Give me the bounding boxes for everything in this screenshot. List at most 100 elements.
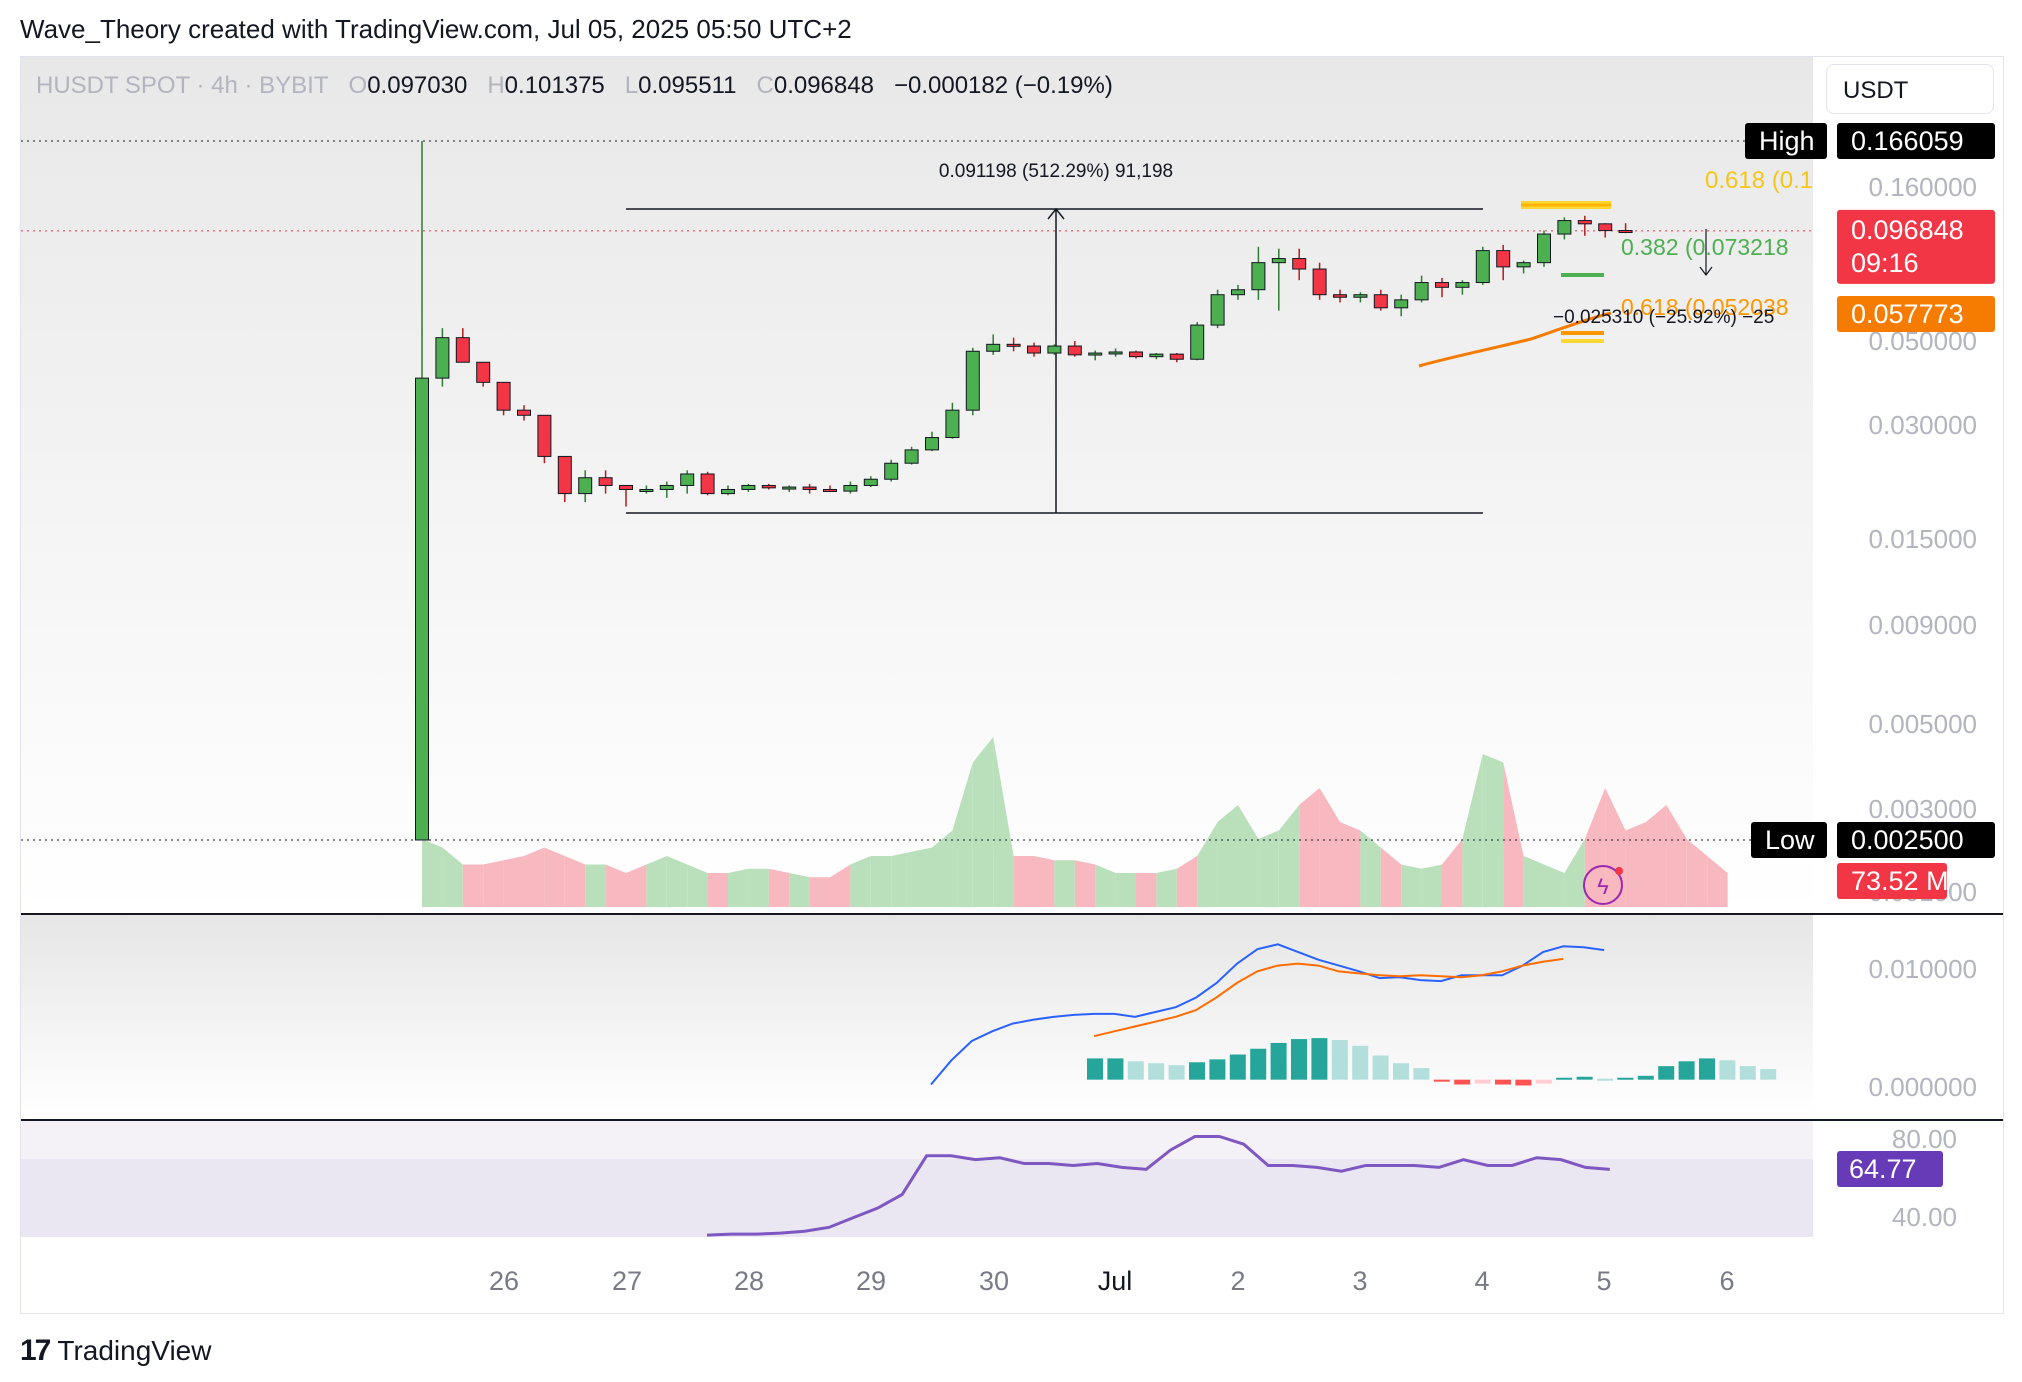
tradingview-logo-icon: 17 [20,1334,51,1367]
last-price-tag-bg [1837,209,1995,284]
volume-area-segment [707,873,728,907]
candle-body [1353,294,1368,298]
candle-body [415,377,429,841]
short-arrow-head [1699,266,1713,276]
ema-tag: 0.057773 [1851,299,1964,329]
macd-histogram-bar [1107,1058,1124,1080]
volume-area-segment [993,737,1014,907]
volume-area-segment [1156,868,1177,907]
candle-body [823,488,837,492]
measure-label: 0.091198 (512.29%) 91,198 [939,161,1173,182]
candle-body [435,337,450,379]
candle-body [761,484,776,489]
volume-area-segment [666,856,688,907]
symbol-name[interactable]: HUSDT SPOT · 4h · BYBIT [36,72,329,99]
time-axis-label: 2 [1230,1266,1245,1296]
candle-body [741,484,756,490]
volume-area-segment [422,839,443,907]
candle-body [700,473,715,495]
volume-area-segment [809,877,830,907]
volume-area-segment [544,847,565,907]
macd-histogram-bar [1270,1042,1287,1080]
volume-area-segment [462,864,484,907]
macd-histogram-bar [1168,1065,1185,1080]
candle-body [455,337,470,363]
volume-area-segment [564,856,586,907]
candle-body [1088,352,1103,356]
low-tag-bg [1751,822,1827,858]
macd-tick-label: 0.010000 [1869,954,1977,984]
macd-histogram-bar [1597,1078,1613,1081]
close-value: 0.096848 [773,72,874,99]
candle-body [1516,262,1531,268]
macd-histogram-bar [1372,1055,1389,1080]
volume-area-segment [1584,788,1606,907]
volume-area-segment [870,856,892,907]
volume-area-segment [830,864,851,907]
volume-area-segment [1319,788,1340,907]
candle-body [1027,345,1041,354]
candle-body [1108,351,1123,355]
low-label: L [624,72,639,99]
candle-body [904,449,919,464]
macd-histogram-bar [1535,1079,1552,1084]
volume-area-segment [932,830,953,907]
volume-area-segment [585,864,606,907]
volume-area-segment [1686,839,1708,907]
macd-histogram-bar [1352,1045,1369,1080]
volume-area-segment [891,851,912,907]
tradingview-logo[interactable]: 17 TradingView [20,1334,211,1368]
volume-area-segment [524,847,545,907]
macd-histogram-bar [1556,1077,1573,1080]
macd-histogram-bar [1331,1040,1348,1080]
candle-body [884,462,899,480]
volume-area-segment [1707,856,1728,907]
volume-area-segment [1278,805,1300,907]
page-title: Wave_Theory created with TradingView.com… [20,14,852,44]
chart-frame: 0.160000 0.050000 0.030000 0.015000 0.009000… [20,56,2004,1314]
price-tick-label: 0.009000 [1869,610,1977,640]
volume-area-segment [1217,805,1238,907]
volume-area-segment [1666,805,1687,907]
chart-canvas[interactable]: 0.1600000.0500000.0300000.0150000.009000… [21,57,2003,1313]
candle-body [619,484,633,490]
time-axis-label: 4 [1474,1266,1489,1296]
volume-area-segment [748,868,769,907]
volume-area-segment [1197,822,1218,907]
candle-body [1598,223,1613,232]
high-value-tag: 0.166059 [1851,126,1964,156]
time-axis-label: Jul [1098,1266,1133,1296]
volume-area-segment [1360,830,1381,907]
volume-area-segment [1442,839,1463,907]
candle-body [965,350,980,411]
macd-histogram-bar [1127,1061,1144,1080]
volume-area-segment [1421,864,1442,907]
macd-histogram-bar [1209,1059,1226,1080]
candle-body [639,488,654,492]
alert-dot-icon [1615,867,1623,875]
price-tick-label: 0.005000 [1869,709,1977,739]
time-axis-label: 3 [1352,1266,1367,1296]
macd-histogram-bar [1250,1048,1267,1080]
currency-button[interactable]: USDT [1826,64,1994,114]
rsi-tick-label: 40.00 [1892,1202,1957,1232]
volume-tag-bg [1837,863,1947,899]
macd-histogram-bar [1454,1079,1471,1085]
candle-body [843,484,858,492]
volume-area-segment [1095,864,1116,907]
candle-body [1333,294,1347,298]
volume-area-segment [1564,839,1585,907]
candle-body [1618,230,1633,234]
volume-area-segment [483,860,504,907]
candle-body [1251,262,1266,291]
candle-body [1006,343,1021,347]
candle-body [1455,282,1470,288]
fib-top-label: 0.618 (0.1 [1705,167,1813,194]
candle-body [1169,353,1184,360]
macd-histogram-bar [1719,1060,1736,1080]
time-axis-label: 27 [612,1266,642,1296]
candle-body [1312,268,1327,296]
volume-area-segment [972,737,994,907]
candle-body [1557,220,1572,235]
candle-body [721,488,735,495]
